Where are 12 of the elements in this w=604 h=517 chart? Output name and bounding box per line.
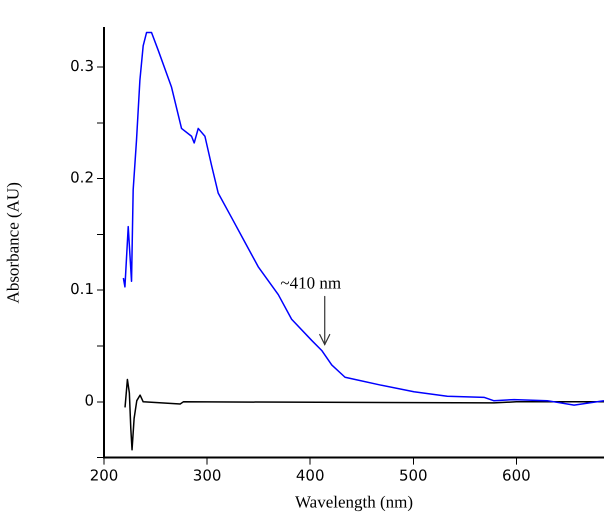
x-tick-label: 300 xyxy=(192,466,222,484)
y-axis-title: Absorbance (AU) xyxy=(4,182,23,304)
x-tick-label: 600 xyxy=(502,466,531,484)
y-tick-label: 0 xyxy=(84,392,94,410)
x-tick-label: 400 xyxy=(296,466,325,484)
y-tick-label: 0.3 xyxy=(70,56,94,75)
y-tick-label: 0.1 xyxy=(70,280,94,298)
x-axis-title: Wavelength (nm) xyxy=(294,492,414,512)
x-tick-label: 200 xyxy=(90,466,118,484)
x-tick-label: 500 xyxy=(398,466,428,484)
y-tick-label: 0.2 xyxy=(70,168,94,187)
annotation: ~410 nm xyxy=(280,273,342,292)
